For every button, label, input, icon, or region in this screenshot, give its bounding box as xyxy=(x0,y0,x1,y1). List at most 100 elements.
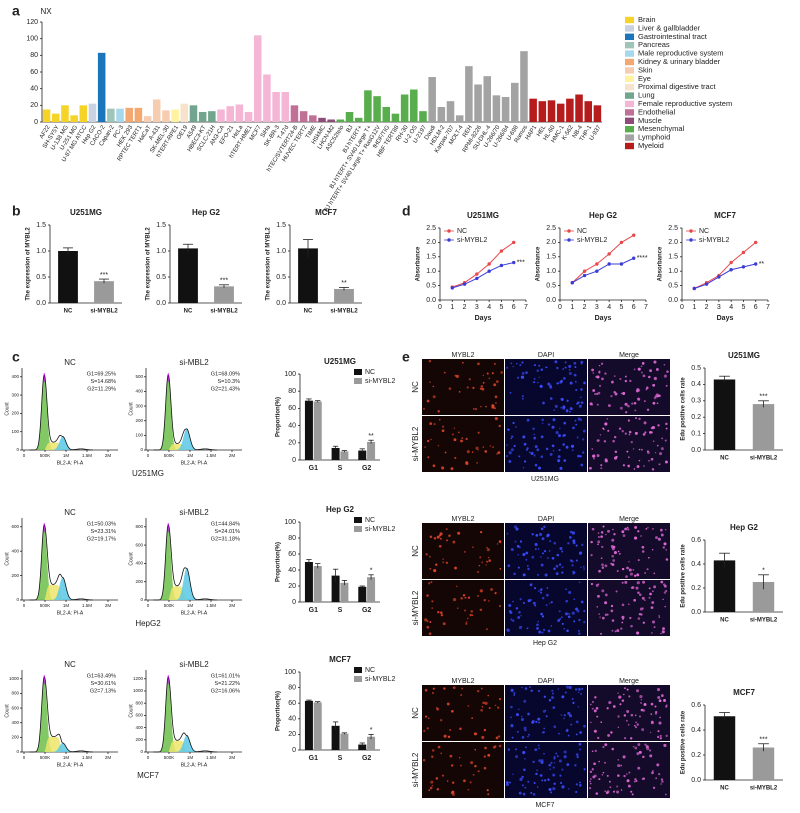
bar xyxy=(358,450,367,460)
point xyxy=(741,250,746,255)
x-tick-label: 5 xyxy=(619,304,623,311)
cell-dot xyxy=(431,600,434,603)
point xyxy=(632,233,636,237)
y-tick-label: 400 xyxy=(135,389,143,394)
cell-dot xyxy=(533,378,536,380)
cell-dot xyxy=(547,778,550,781)
x-tick-label: 2M xyxy=(229,453,236,458)
cell-dot xyxy=(635,726,637,729)
cell-dot xyxy=(578,632,581,635)
point xyxy=(499,249,504,253)
micrograph xyxy=(505,580,587,636)
cell-dot xyxy=(545,593,549,597)
legend-swatch xyxy=(625,109,634,116)
histogram-component xyxy=(155,735,204,752)
cell-dot xyxy=(600,362,604,365)
cell-dot xyxy=(648,459,650,462)
cell-dot xyxy=(618,695,622,699)
y-tick-label: 40 xyxy=(30,86,38,93)
cell-dot xyxy=(541,537,545,541)
cell-dot xyxy=(572,701,575,704)
cell-dot xyxy=(636,689,640,693)
cell-dot xyxy=(651,601,655,604)
cell-dot xyxy=(558,563,562,566)
significance-label: *** xyxy=(100,272,108,279)
cell-dot xyxy=(571,449,574,452)
cell-dot xyxy=(525,746,527,749)
gate-stat: G1=61.01% xyxy=(211,673,240,679)
micrograph xyxy=(505,359,587,415)
cell-dot xyxy=(628,568,632,572)
bar xyxy=(94,281,114,303)
cell-dot xyxy=(591,700,595,703)
bar xyxy=(474,84,482,122)
x-tick-label: 1 xyxy=(570,304,574,311)
cell-dot xyxy=(429,786,433,790)
gate-stat: G2=19.17% xyxy=(87,536,116,542)
cell-dot xyxy=(600,557,603,560)
x-tick-label: 1.5M xyxy=(82,453,92,458)
bar xyxy=(180,103,189,122)
cell-dot xyxy=(593,457,595,460)
cell-dot xyxy=(574,380,577,383)
cell-dot xyxy=(658,614,660,617)
gate-stat: S=24.01% xyxy=(214,529,240,535)
cell-dot xyxy=(629,379,632,383)
row-label: NC xyxy=(411,545,420,557)
series-line xyxy=(571,234,634,284)
cell-dot xyxy=(623,693,625,696)
histogram-component xyxy=(31,676,80,752)
cell-dot xyxy=(550,601,553,604)
y-tick-label: 0.0 xyxy=(426,297,436,304)
cell-dot xyxy=(534,543,538,547)
cell-dot xyxy=(452,598,457,602)
cell-dot xyxy=(532,381,536,384)
y-tick-label: 0.5 xyxy=(426,282,436,289)
cell-dot xyxy=(600,535,603,538)
cell-dot xyxy=(662,627,665,631)
bar xyxy=(198,112,207,122)
cell-dot xyxy=(457,531,461,535)
y-tick-label: 200 xyxy=(11,411,19,416)
cell-dot xyxy=(473,732,477,736)
y-tick-label: 20 xyxy=(288,440,296,447)
cell-dot xyxy=(652,401,656,405)
cell-dot xyxy=(568,685,572,690)
cell-dot xyxy=(517,553,520,556)
histogram-component xyxy=(155,740,204,752)
cell-dot xyxy=(561,768,564,771)
cell-dot xyxy=(533,781,536,785)
legend-label: Male reproductive system xyxy=(638,49,723,58)
micrograph xyxy=(588,742,670,798)
cell-dot xyxy=(537,620,539,623)
cell-dot xyxy=(526,627,529,630)
cell-dot xyxy=(557,455,561,459)
cell-dot xyxy=(580,396,582,399)
cell-dot xyxy=(481,561,484,564)
y-tick-label: 2.0 xyxy=(546,239,556,246)
cell-dot xyxy=(439,532,443,536)
cell-dot xyxy=(551,444,555,448)
cell-dot xyxy=(575,423,578,426)
cell-dot xyxy=(498,424,501,428)
cell-dot xyxy=(512,773,514,775)
cell-dot xyxy=(456,585,458,588)
cell-dot xyxy=(634,431,638,435)
cell-dot xyxy=(611,619,615,622)
cell-dot xyxy=(659,528,663,532)
cell-dot xyxy=(551,556,555,560)
bar xyxy=(331,447,340,460)
y-tick-label: 2.0 xyxy=(668,239,678,246)
bar xyxy=(419,111,427,122)
cell-dot xyxy=(600,721,603,724)
cell-dot xyxy=(547,629,551,633)
cell-dot xyxy=(538,364,541,367)
y-tick-label: 0.5 xyxy=(36,274,46,281)
bar xyxy=(214,286,234,303)
cell-dot xyxy=(607,404,611,408)
y-tick-label: 0.5 xyxy=(691,365,701,372)
cell-dot xyxy=(535,772,538,776)
micrograph xyxy=(505,685,587,741)
panel-title: NC xyxy=(64,508,76,517)
cell-dot xyxy=(521,715,523,718)
